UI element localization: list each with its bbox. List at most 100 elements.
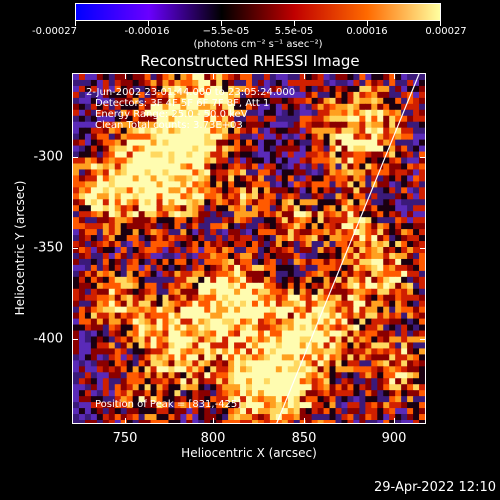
heatmap-cell (263, 151, 271, 159)
heatmap-cell (186, 420, 193, 423)
heatmap-cell (108, 318, 116, 326)
heatmap-cell (174, 79, 181, 87)
heatmap-cell (287, 420, 295, 423)
heatmap-cell (353, 330, 360, 337)
heatmap-cell (377, 241, 384, 248)
heatmap-cell (311, 187, 319, 194)
heatmap-cell (132, 366, 140, 373)
heatmap-cell (84, 270, 92, 278)
heatmap-cell (78, 193, 86, 200)
heatmap-cell (198, 270, 205, 278)
heatmap-cell (395, 217, 402, 224)
heatmap-cell (347, 384, 354, 391)
heatmap-cell (401, 288, 408, 296)
heatmap-cell (204, 127, 211, 135)
heatmap-cell (257, 390, 265, 397)
heatmap-cell (407, 324, 414, 332)
heatmap-cell (204, 103, 211, 111)
heatmap-cell (246, 169, 253, 176)
heatmap-cell (246, 414, 253, 421)
heatmap-cell (204, 115, 211, 123)
heatmap-cell (156, 199, 163, 206)
heatmap-cell (299, 384, 307, 391)
heatmap-cell (198, 300, 205, 308)
heatmap-cell (281, 276, 289, 284)
heatmap-cell (84, 354, 92, 361)
heatmap-cell (240, 127, 247, 135)
heatmap-cell (311, 235, 319, 242)
heatmap-cell (240, 300, 247, 308)
heatmap-cell (347, 139, 354, 147)
heatmap-cell (162, 252, 169, 260)
heatmap-cell (305, 133, 313, 141)
heatmap-cell (323, 79, 331, 87)
heatmap-cell (102, 396, 110, 403)
heatmap-cell (377, 342, 384, 349)
heatmap-cell (73, 74, 80, 81)
heatmap-cell (359, 354, 366, 361)
heatmap-cell (413, 211, 420, 218)
y-tick-mark (420, 248, 426, 249)
heatmap-cell (114, 187, 122, 194)
heatmap-cell (347, 115, 354, 123)
heatmap-cell (407, 133, 414, 141)
heatmap-cell (347, 169, 354, 176)
heatmap-cell (359, 133, 366, 141)
heatmap-cell (114, 312, 122, 320)
heatmap-cell (305, 199, 313, 206)
heatmap-cell (263, 229, 271, 236)
heatmap-cell (96, 282, 104, 290)
heatmap-cell (323, 175, 331, 182)
heatmap-cell (84, 175, 92, 182)
heatmap-cell (222, 378, 229, 385)
heatmap-cell (192, 414, 199, 421)
heatmap-cell (84, 79, 92, 87)
heatmap-cell (222, 91, 229, 99)
heatmap-cell (234, 103, 241, 111)
heatmap-cell (263, 396, 271, 403)
heatmap-cell (174, 247, 181, 254)
heatmap-cell (90, 241, 98, 248)
heatmap-cell (389, 74, 396, 81)
heatmap-cell (305, 282, 313, 290)
colorbar-tick (294, 21, 295, 26)
heatmap-cell (299, 187, 307, 194)
heatmap-cell (269, 199, 277, 206)
heatmap-cell (359, 127, 366, 135)
heatmap-cell (210, 91, 217, 99)
heatmap-cell (275, 390, 283, 397)
heatmap-cell (347, 336, 354, 343)
heatmap-cell (263, 276, 271, 284)
heatmap-cell (120, 324, 128, 332)
heatmap-cell (114, 330, 122, 337)
heatmap-cell (269, 115, 277, 123)
heatmap-cell (73, 348, 80, 355)
heatmap-cell (102, 91, 110, 99)
heatmap-cell (234, 211, 241, 218)
heatmap-cell (281, 235, 289, 242)
heatmap-cell (204, 247, 211, 254)
heatmap-cell (234, 97, 241, 105)
heatmap-cell (311, 211, 319, 218)
heatmap-cell (377, 384, 384, 391)
heatmap-cell (341, 91, 348, 99)
heatmap-cell (293, 151, 301, 159)
heatmap-cell (174, 384, 181, 391)
heatmap-cell (275, 169, 283, 176)
heatmap-cell (377, 109, 384, 117)
heatmap-cell (329, 175, 337, 182)
heatmap-cell (84, 235, 92, 242)
heatmap-cell (269, 402, 277, 409)
heatmap-cell (138, 402, 146, 409)
heatmap-cell (84, 121, 92, 129)
heatmap-cell (240, 318, 247, 326)
heatmap-cell (198, 384, 205, 391)
heatmap-cell (96, 205, 104, 212)
heatmap-cell (359, 181, 366, 188)
heatmap-cell (257, 366, 265, 373)
heatmap-cell (84, 247, 92, 254)
heatmap-cell (281, 312, 289, 320)
heatmap-cell (228, 169, 235, 176)
heatmap-cell (222, 336, 229, 343)
heatmap-cell (269, 306, 277, 314)
